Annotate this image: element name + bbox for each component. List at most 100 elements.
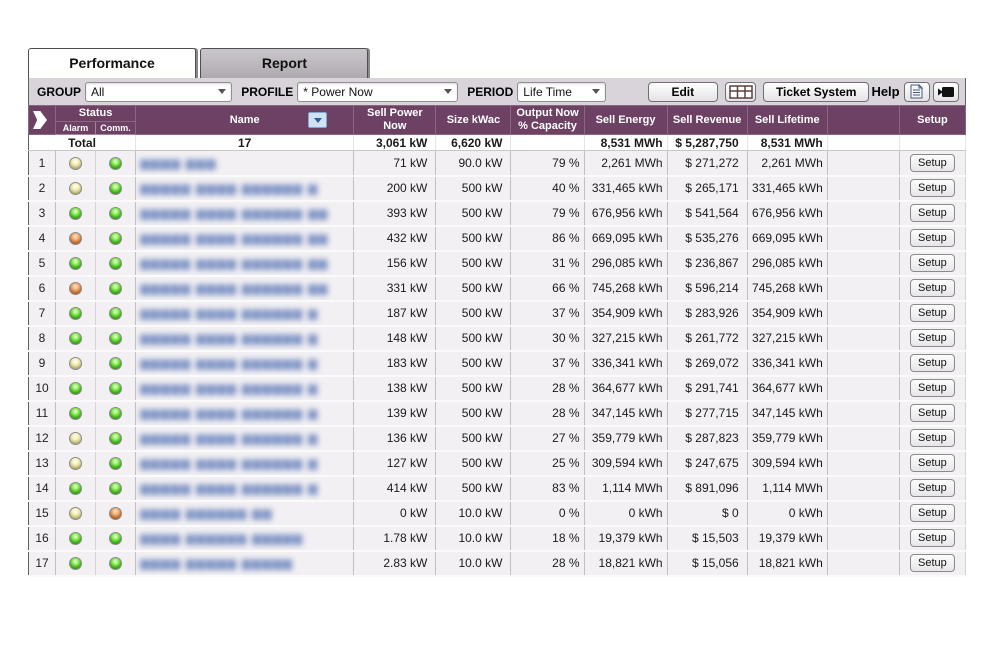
setup-button[interactable]: Setup (910, 304, 955, 322)
comm-led[interactable] (109, 482, 123, 496)
sell-energy-cell: 331,465 kWh (584, 175, 668, 202)
setup-button[interactable]: Setup (910, 204, 955, 222)
comm-led[interactable] (109, 207, 123, 221)
expand-arrow-cell[interactable] (27, 105, 57, 135)
grid-view-button[interactable] (724, 81, 757, 102)
alarm-subheader[interactable]: Alarm (55, 121, 97, 135)
comm-led[interactable] (109, 357, 123, 371)
alarm-led[interactable] (69, 532, 83, 546)
comm-led[interactable] (109, 232, 123, 246)
alarm-led[interactable] (69, 182, 83, 196)
alarm-led[interactable] (69, 207, 83, 221)
comm-led[interactable] (109, 532, 123, 546)
setup-button[interactable]: Setup (910, 454, 955, 472)
setup-button[interactable]: Setup (910, 379, 955, 397)
site-name-cell[interactable]: ▆▆▆▆▆ ▆▆▆▆ ▆▆▆▆▆▆ ▆ (135, 375, 355, 402)
comm-subheader[interactable]: Comm. (95, 121, 137, 135)
comm-led[interactable] (109, 332, 123, 346)
comm-cell (95, 300, 137, 327)
sell-energy-cell: 359,779 kWh (584, 425, 668, 452)
alarm-led[interactable] (69, 156, 83, 170)
alarm-led[interactable] (69, 382, 83, 396)
site-name-cell[interactable]: ▆▆▆▆▆ ▆▆▆▆ ▆▆▆▆▆▆ ▆ (135, 450, 355, 477)
row-number: 8 (28, 325, 57, 352)
site-name-cell[interactable]: ▆▆▆▆▆ ▆▆▆▆ ▆▆▆▆▆▆ ▆ (135, 350, 355, 377)
comm-led[interactable] (109, 182, 123, 196)
comm-led[interactable] (109, 507, 123, 521)
name-sort-button[interactable] (308, 112, 328, 128)
help-doc-button[interactable] (903, 81, 930, 102)
site-name-cell[interactable]: ▆▆▆▆ ▆▆▆ (135, 150, 355, 177)
setup-button[interactable]: Setup (910, 254, 955, 272)
alarm-led[interactable] (69, 232, 83, 246)
period-select[interactable]: Life Time (517, 81, 607, 102)
group-select[interactable]: All (85, 81, 233, 102)
sell-revenue-cell: $ 291,741 (667, 375, 748, 402)
table-row: 10 ▆▆▆▆▆ ▆▆▆▆ ▆▆▆▆▆▆ ▆ 138 kW 500 kW 28 … (28, 375, 967, 402)
edit-button[interactable]: Edit (647, 81, 719, 102)
help-video-button[interactable] (933, 81, 960, 102)
tab-performance[interactable]: Performance (28, 48, 196, 78)
profile-select[interactable]: * Power Now (297, 81, 459, 102)
setup-button[interactable]: Setup (910, 329, 955, 347)
alarm-cell (55, 400, 97, 427)
site-name-cell[interactable]: ▆▆▆▆▆ ▆▆▆▆ ▆▆▆▆▆▆ ▆ (135, 400, 355, 427)
site-name-blurred: ▆▆▆▆ ▆▆▆▆▆▆ ▆▆ (140, 506, 273, 520)
site-name-cell[interactable]: ▆▆▆▆▆ ▆▆▆▆ ▆▆▆▆▆▆ ▆▆ (135, 225, 355, 252)
alarm-led[interactable] (69, 332, 83, 346)
sell-energy-header[interactable]: Sell Energy (583, 105, 668, 135)
setup-button[interactable]: Setup (910, 504, 955, 522)
site-name-cell[interactable]: ▆▆▆▆ ▆▆▆▆▆▆ ▆▆▆▆▆ (135, 525, 355, 552)
comm-led[interactable] (109, 382, 123, 396)
alarm-led[interactable] (69, 307, 83, 321)
setup-button[interactable]: Setup (910, 429, 955, 447)
alarm-led[interactable] (69, 457, 83, 471)
comm-led[interactable] (109, 407, 123, 421)
output-header[interactable]: Output Now % Capacity (510, 105, 585, 135)
setup-button[interactable]: Setup (910, 179, 955, 197)
site-name-cell[interactable]: ▆▆▆▆▆ ▆▆▆▆ ▆▆▆▆▆▆ ▆ (135, 300, 355, 327)
alarm-led[interactable] (69, 432, 83, 446)
comm-led[interactable] (109, 432, 123, 446)
comm-led[interactable] (109, 457, 123, 471)
site-name-cell[interactable]: ▆▆▆▆ ▆▆▆▆▆ ▆▆▆▆▆ (135, 550, 355, 577)
alarm-led[interactable] (69, 407, 83, 421)
site-name-cell[interactable]: ▆▆▆▆▆ ▆▆▆▆ ▆▆▆▆▆▆ ▆ (135, 175, 355, 202)
site-name-cell[interactable]: ▆▆▆▆ ▆▆▆▆▆▆ ▆▆ (135, 500, 355, 527)
comm-led[interactable] (109, 282, 123, 296)
alarm-led[interactable] (69, 282, 83, 296)
setup-button[interactable]: Setup (910, 229, 955, 247)
site-name-cell[interactable]: ▆▆▆▆▆ ▆▆▆▆ ▆▆▆▆▆▆ ▆ (135, 425, 355, 452)
comm-led[interactable] (109, 156, 123, 170)
setup-button[interactable]: Setup (910, 529, 955, 547)
alarm-led[interactable] (69, 557, 83, 571)
size-header[interactable]: Size kWac (435, 105, 512, 135)
sell-revenue-header[interactable]: Sell Revenue (666, 105, 748, 135)
sell-power-header[interactable]: Sell Power Now (353, 105, 437, 135)
comm-led[interactable] (109, 257, 123, 271)
comm-led[interactable] (109, 557, 123, 571)
site-name-cell[interactable]: ▆▆▆▆▆ ▆▆▆▆ ▆▆▆▆▆▆ ▆▆ (135, 250, 355, 277)
sell-energy-cell: 354,909 kWh (584, 300, 668, 327)
setup-button[interactable]: Setup (910, 404, 955, 422)
chevron-down-icon (218, 89, 227, 94)
sell-lifetime-header[interactable]: Sell Lifetime (746, 105, 828, 135)
setup-button[interactable]: Setup (910, 354, 955, 372)
sell-energy-cell: 309,594 kWh (584, 450, 668, 477)
setup-button[interactable]: Setup (910, 153, 955, 172)
alarm-led[interactable] (69, 482, 83, 496)
ticket-system-button[interactable]: Ticket System (762, 81, 870, 102)
comm-led[interactable] (109, 307, 123, 321)
site-name-cell[interactable]: ▆▆▆▆▆ ▆▆▆▆ ▆▆▆▆▆▆ ▆ (135, 475, 355, 502)
tab-report[interactable]: Report (200, 48, 369, 78)
alarm-led[interactable] (69, 257, 83, 271)
site-name-cell[interactable]: ▆▆▆▆▆ ▆▆▆▆ ▆▆▆▆▆▆ ▆▆ (135, 275, 355, 302)
setup-button[interactable]: Setup (910, 279, 955, 297)
alarm-led[interactable] (69, 357, 83, 371)
alarm-led[interactable] (69, 507, 83, 521)
setup-button[interactable]: Setup (910, 554, 955, 572)
site-name-cell[interactable]: ▆▆▆▆▆ ▆▆▆▆ ▆▆▆▆▆▆ ▆ (135, 325, 355, 352)
name-header[interactable]: Name (135, 105, 355, 135)
setup-button[interactable]: Setup (910, 479, 955, 497)
site-name-cell[interactable]: ▆▆▆▆▆ ▆▆▆▆ ▆▆▆▆▆▆ ▆▆ (135, 200, 355, 227)
